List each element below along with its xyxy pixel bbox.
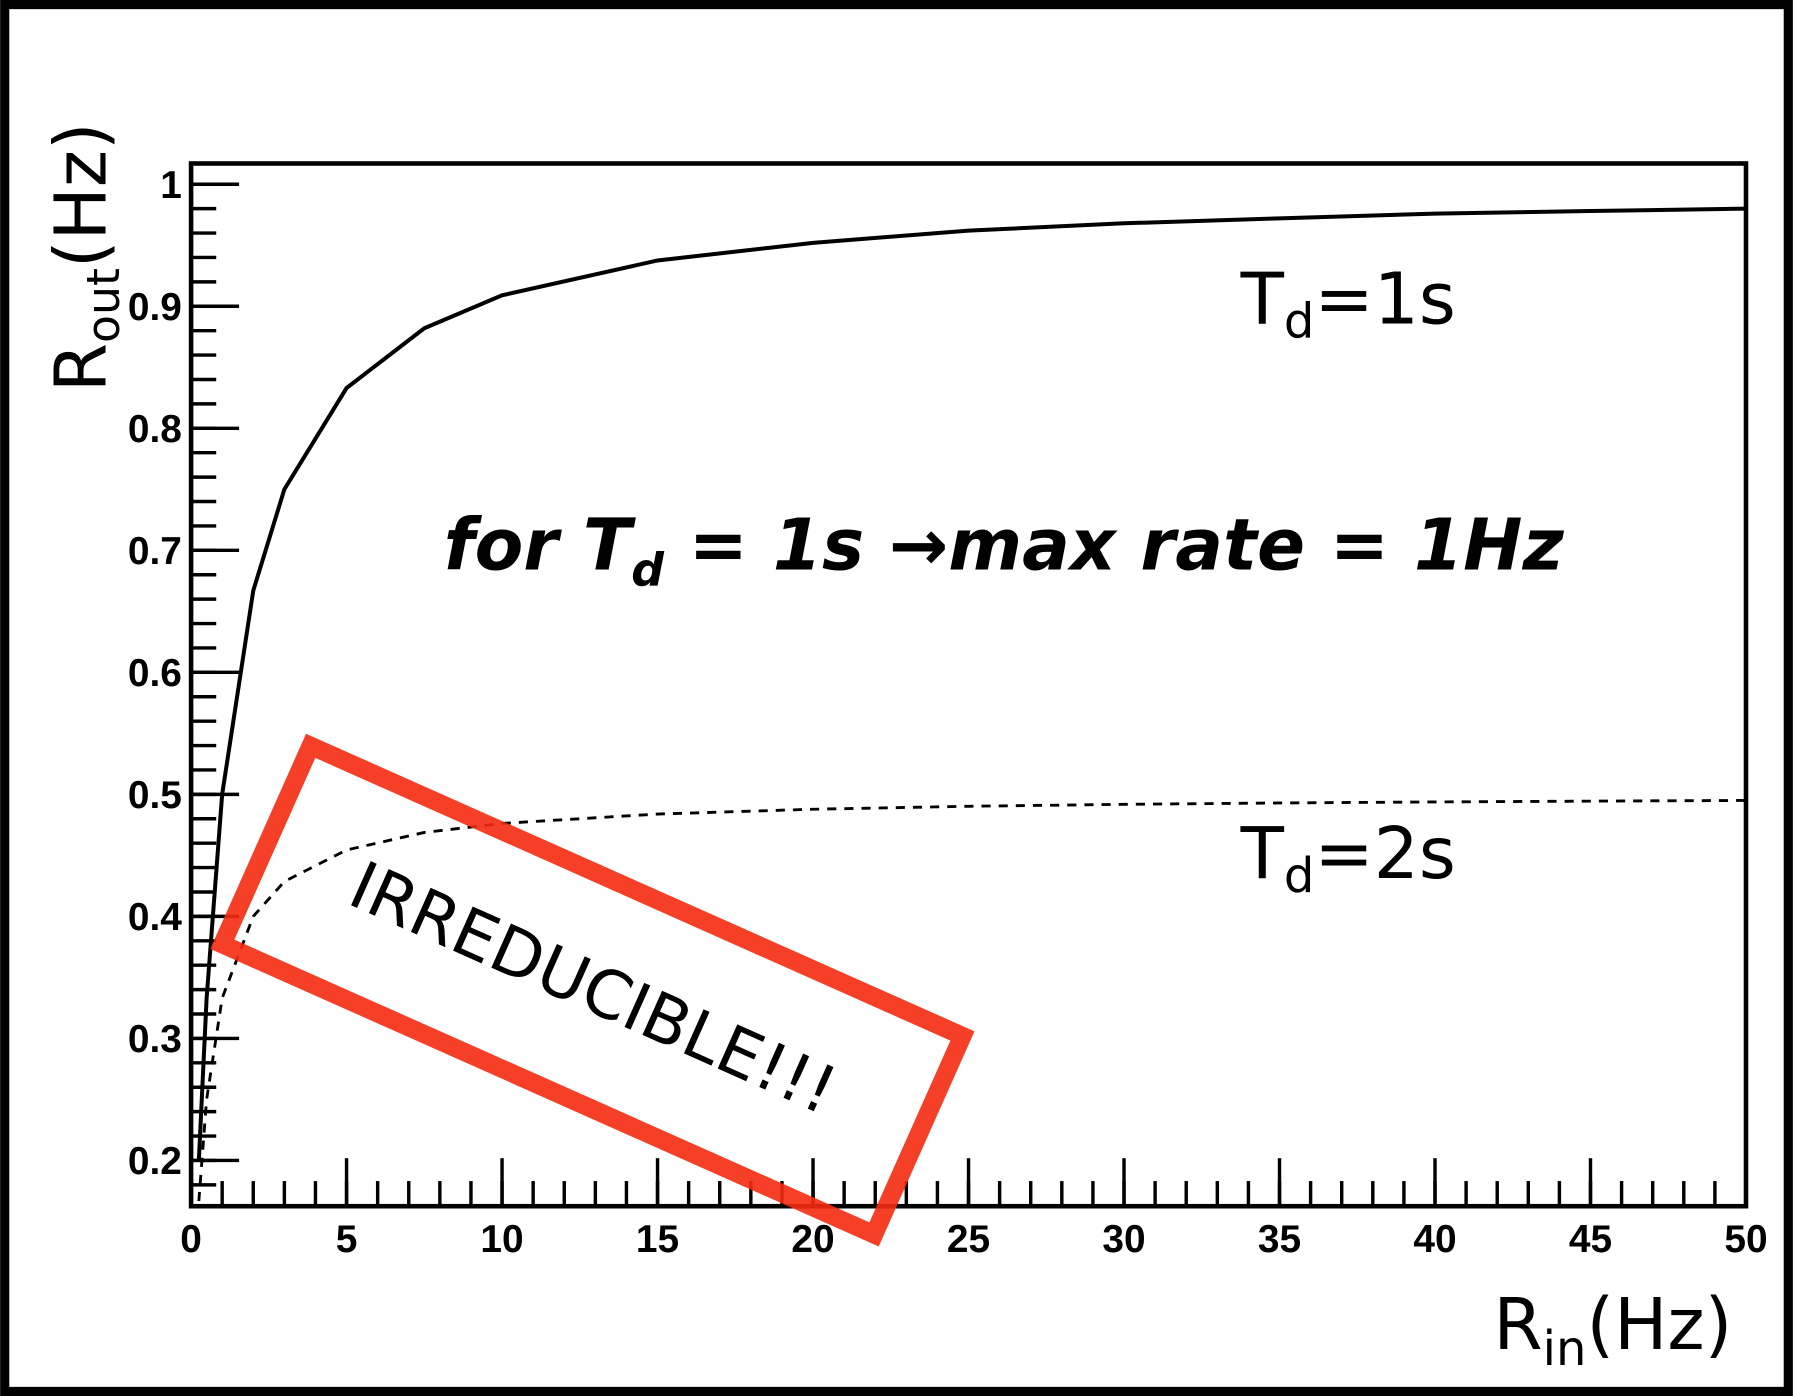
x-tick-label: 5 <box>336 1218 358 1261</box>
y-tick-label: 0.8 <box>128 408 182 451</box>
y-tick-label: 0.2 <box>128 1140 182 1183</box>
series-label: Td=2s <box>1240 812 1456 904</box>
y-tick-label: 0.7 <box>128 530 182 573</box>
y-axis-label: Rout(Hz) <box>39 122 130 392</box>
x-tick-label: 50 <box>1724 1218 1767 1261</box>
stamp-border <box>210 733 975 1247</box>
x-tick-label: 35 <box>1258 1218 1301 1261</box>
x-tick-label: 0 <box>180 1218 202 1261</box>
marks: 0.20.30.40.50.60.70.80.910 5 10 15 20 25 30 35 4… <box>128 164 1768 1261</box>
x-tick-label: 40 <box>1413 1218 1456 1261</box>
y-tick-label: 1 <box>160 164 182 207</box>
y-tick-label: 0.3 <box>128 1018 182 1061</box>
y-tick-label: 0.9 <box>128 286 182 329</box>
x-axis-label: Rin(Hz) <box>1493 1283 1732 1377</box>
y-tick-label: 0.6 <box>128 652 182 695</box>
x-tick-label: 20 <box>791 1218 834 1261</box>
series-label: Td=1s <box>1240 258 1456 350</box>
y-tick-label: 0.5 <box>128 774 182 817</box>
x-tick-label: 25 <box>947 1218 990 1261</box>
x-tick-label: 30 <box>1102 1218 1145 1261</box>
x-tick-label: 10 <box>480 1218 523 1261</box>
x-tick-label: 15 <box>636 1218 679 1261</box>
y-tick-label: 0.4 <box>128 896 182 939</box>
series-line <box>196 206 1747 1161</box>
annotation: for Td = 1s →max rate = 1Hz <box>444 503 1565 596</box>
x-tick-label: 45 <box>1569 1218 1612 1261</box>
